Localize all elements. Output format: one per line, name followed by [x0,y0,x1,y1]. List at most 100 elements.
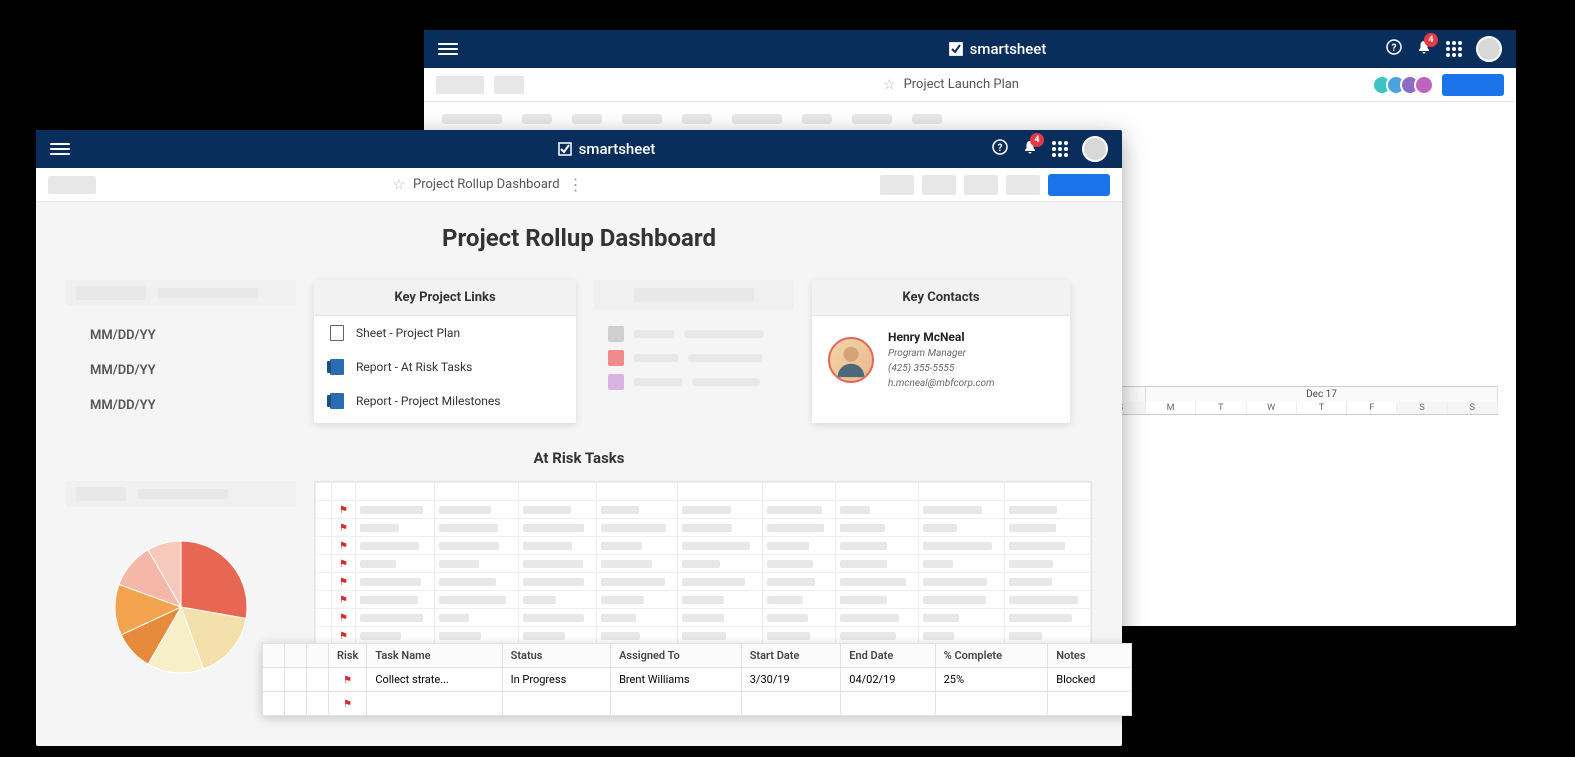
column-header[interactable]: Notes [1048,644,1132,668]
toolbar-button[interactable] [922,175,956,195]
flag-icon: ⚑ [339,631,348,642]
topbar-front: smartsheet ? 4 [36,130,1122,168]
task-name-cell: Collect strate... [367,668,502,692]
link-label: Sheet - Project Plan [356,326,460,340]
notification-badge: 4 [1030,133,1044,147]
column-header[interactable]: Start Date [741,644,841,668]
table-row[interactable]: ⚑ [316,627,1091,645]
tab-title-front: Project Rollup Dashboard [413,177,560,192]
table-row[interactable]: ⚑ [263,692,1132,716]
column-header[interactable]: % Complete [935,644,1048,668]
contact-email: h.mcneal@mbfcorp.com [888,376,995,391]
star-icon[interactable]: ☆ [883,77,896,93]
widget-key-links: Key Project Links Sheet - Project Plan Re… [314,280,576,423]
status-swatch [608,350,624,366]
assigned-cell: Brent Williams [611,668,742,692]
contact-phone: (425) 355-5555 [888,361,995,376]
user-avatar[interactable] [1082,136,1108,162]
flag-icon: ⚑ [339,577,348,588]
table-row[interactable]: ⚑ [316,573,1091,591]
status-cell: In Progress [502,668,610,692]
notification-badge: 4 [1424,33,1438,47]
flag-icon: ⚑ [343,675,352,686]
flag-icon: ⚑ [343,699,352,710]
date-line: MM/DD/YY [66,318,296,353]
menu-icon[interactable] [50,143,70,155]
svg-text:?: ? [998,143,1003,154]
share-button[interactable] [1442,74,1504,96]
tab-title-back: Project Launch Plan [904,77,1019,92]
pct-cell: 25% [935,668,1048,692]
table-row[interactable]: ⚑ [316,537,1091,555]
brand: smartsheet [557,140,656,158]
report-icon [330,393,344,409]
help-icon[interactable]: ? [1386,39,1402,59]
flag-icon: ⚑ [339,523,348,534]
column-header[interactable]: Task Name [367,644,502,668]
link-label: Report - At Risk Tasks [356,360,472,374]
collaborator-avatars[interactable] [1378,75,1434,95]
flag-icon: ⚑ [339,559,348,570]
status-row [594,322,794,346]
status-swatch [608,326,624,342]
report-icon [330,359,344,375]
flag-icon: ⚑ [339,541,348,552]
column-header[interactable]: Status [502,644,610,668]
start-cell: 3/30/19 [741,668,841,692]
column-header[interactable]: Assigned To [611,644,742,668]
share-button[interactable] [1048,174,1110,196]
contact-role: Program Manager [888,346,995,361]
date-line: MM/DD/YY [66,388,296,423]
section-title: At Risk Tasks [36,449,1122,467]
apps-icon[interactable] [1446,41,1462,57]
subbar-front: ☆ Project Rollup Dashboard ⋮ [36,168,1122,202]
status-row [594,346,794,370]
link-item[interactable]: Report - At Risk Tasks [314,350,576,384]
brand-text: smartsheet [970,40,1047,58]
flag-icon: ⚑ [339,595,348,606]
subbar-back: ☆ Project Launch Plan [424,68,1516,102]
star-icon[interactable]: ☆ [392,177,405,193]
column-header[interactable]: End Date [841,644,935,668]
pie-chart [101,527,261,687]
svg-text:?: ? [1392,43,1397,54]
task-detail-table: RiskTask NameStatusAssigned ToStart Date… [262,643,1132,716]
user-avatar[interactable] [1476,36,1502,62]
help-icon[interactable]: ? [992,139,1008,159]
toolbar-button[interactable] [880,175,914,195]
sheet-icon [330,325,344,341]
brand-placeholder [468,39,608,59]
table-row[interactable]: ⚑ [316,609,1091,627]
table-row[interactable]: ⚑ Collect strate... In Progress Brent Wi… [263,668,1132,692]
contact-name: Henry McNeal [888,328,995,346]
widget-dates: MM/DD/YY MM/DD/YY MM/DD/YY [66,280,296,423]
subbar-placeholder [48,176,96,194]
menu-icon[interactable] [438,43,458,55]
card-title: Key Project Links [314,280,576,316]
date-line: MM/DD/YY [66,353,296,388]
risk-flag-cell: ⚑ [329,668,367,692]
page-title: Project Rollup Dashboard [36,224,1122,252]
link-item[interactable]: Report - Project Milestones [314,384,576,418]
table-row[interactable]: ⚑ [316,519,1091,537]
subbar-placeholder [436,76,484,94]
subbar-placeholder [494,76,524,94]
table-row[interactable]: ⚑ [316,501,1091,519]
notifications-icon[interactable]: 4 [1022,139,1038,159]
widget-status [594,280,794,423]
topbar-back: smartsheet ? 4 [424,30,1516,68]
brand-text: smartsheet [579,140,656,158]
contact-photo [828,337,874,383]
toolbar-button[interactable] [1006,175,1040,195]
flag-icon: ⚑ [339,613,348,624]
toolbar-button[interactable] [964,175,998,195]
table-row[interactable]: ⚑ [316,591,1091,609]
brand: smartsheet [948,40,1047,58]
table-row[interactable]: ⚑ [316,555,1091,573]
table-row[interactable] [316,483,1091,501]
apps-icon[interactable] [1052,141,1068,157]
status-swatch [608,374,624,390]
link-item[interactable]: Sheet - Project Plan [314,316,576,350]
end-cell: 04/02/19 [841,668,935,692]
notifications-icon[interactable]: 4 [1416,39,1432,59]
